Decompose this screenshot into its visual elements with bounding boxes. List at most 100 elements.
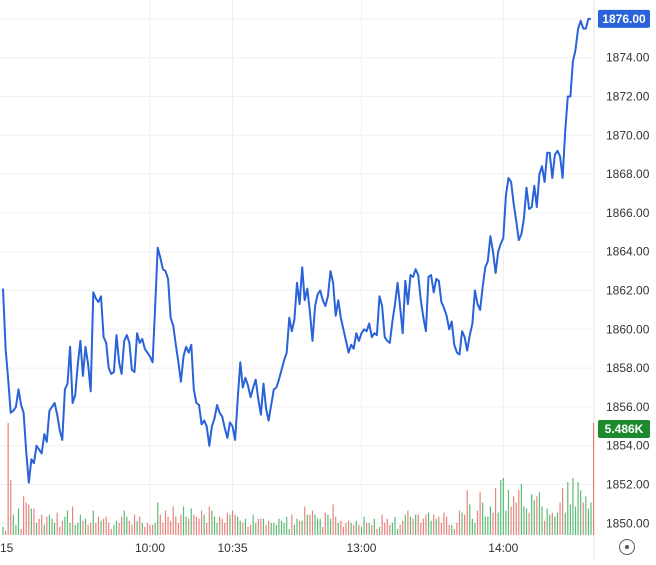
y-tick-label: 1856.00 xyxy=(606,400,650,414)
price-line-layer xyxy=(2,17,591,484)
volume-bar xyxy=(87,524,89,535)
volume-bar xyxy=(59,526,61,535)
volume-bars xyxy=(2,423,595,535)
volume-bar xyxy=(381,514,383,535)
volume-bar xyxy=(577,482,579,535)
volume-bar xyxy=(216,522,218,535)
volume-bar xyxy=(12,514,14,535)
volume-bar xyxy=(56,512,58,535)
volume-bar xyxy=(505,510,507,535)
volume-bar xyxy=(164,510,167,535)
volume-bar xyxy=(154,522,156,535)
volume-bar xyxy=(167,516,169,535)
volume-bar xyxy=(567,482,569,535)
volume-bar xyxy=(451,524,453,535)
volume-bar xyxy=(203,514,205,535)
x-tick-label: 15 xyxy=(0,541,14,555)
volume-bar xyxy=(347,520,350,535)
price-line xyxy=(2,17,591,484)
volume-bar xyxy=(440,522,443,535)
volume-bar xyxy=(422,518,424,535)
volume-bar xyxy=(92,510,94,535)
volume-bar xyxy=(443,512,445,535)
volume-bar xyxy=(242,522,244,535)
volume-bar xyxy=(580,490,582,535)
y-tick-label: 1852.00 xyxy=(606,478,650,492)
volume-bar xyxy=(543,520,546,535)
volume-bar xyxy=(360,526,363,535)
volume-bar xyxy=(190,508,192,535)
volume-bar xyxy=(43,524,45,535)
last-volume-label: 5.486K xyxy=(605,422,644,436)
volume-bar xyxy=(415,514,417,535)
volume-bar xyxy=(317,518,319,535)
volume-bar xyxy=(298,520,301,535)
volume-bar xyxy=(358,524,360,535)
y-tick-label: 1860.00 xyxy=(606,322,650,336)
volume-bar xyxy=(461,512,463,535)
volume-bar xyxy=(350,522,352,535)
volume-bar xyxy=(384,522,386,535)
volume-bar xyxy=(556,512,559,535)
volume-bar xyxy=(564,512,566,535)
volume-bar xyxy=(342,526,345,535)
volume-bar xyxy=(420,522,422,535)
volume-bar xyxy=(484,516,486,535)
volume-bar xyxy=(237,516,239,535)
volume-bar xyxy=(28,504,30,535)
volume-bar xyxy=(115,520,118,535)
volume-bar xyxy=(435,518,437,535)
volume-bar xyxy=(74,524,76,535)
volume-bar xyxy=(322,526,324,535)
volume-bar xyxy=(366,522,368,535)
volume-bar xyxy=(128,520,130,535)
volume-bar xyxy=(224,522,226,535)
volume-bar xyxy=(2,526,4,535)
volume-bar xyxy=(286,516,288,535)
volume-bar xyxy=(409,516,412,535)
volume-bar xyxy=(510,506,512,535)
volume-bar xyxy=(121,516,123,535)
volume-bar xyxy=(337,522,339,535)
volume-bar xyxy=(193,514,195,535)
volume-bar xyxy=(425,514,427,535)
volume-bar xyxy=(149,524,151,535)
chart-settings-icon[interactable] xyxy=(619,539,635,555)
volume-bar xyxy=(469,504,471,535)
volume-bar xyxy=(90,522,92,535)
volume-bar xyxy=(329,518,332,535)
volume-bar xyxy=(118,522,120,535)
volume-bar xyxy=(438,516,440,535)
volume-bar xyxy=(386,518,388,535)
volume-bar xyxy=(185,516,187,535)
volume-bar xyxy=(170,520,172,535)
y-tick-label: 1858.00 xyxy=(606,361,650,375)
volume-bar xyxy=(345,522,347,535)
volume-bar xyxy=(23,496,25,535)
volume-bar xyxy=(389,524,391,535)
x-tick-label: 10:35 xyxy=(218,541,248,555)
volume-bar xyxy=(482,502,484,535)
volume-bar xyxy=(562,488,564,535)
grid-lines xyxy=(0,0,595,560)
volume-bar xyxy=(590,502,592,535)
volume-bar xyxy=(301,520,303,535)
y-tick-label: 1850.00 xyxy=(606,516,650,530)
volume-bar xyxy=(554,516,556,535)
volume-bar xyxy=(306,514,308,535)
volume-bar xyxy=(146,522,149,535)
volume-bar xyxy=(549,514,551,535)
y-tick-label: 1862.00 xyxy=(606,284,650,298)
last-price-badge xyxy=(598,9,650,28)
volume-bar xyxy=(77,522,79,535)
last-volume-badge xyxy=(598,420,650,438)
volume-bar xyxy=(533,500,535,535)
volume-bar xyxy=(489,506,492,535)
x-tick-label: 10:00 xyxy=(135,541,165,555)
volume-bar xyxy=(141,522,143,535)
volume-bar xyxy=(417,514,419,535)
volume-bar xyxy=(69,522,71,535)
volume-bar xyxy=(592,423,595,535)
